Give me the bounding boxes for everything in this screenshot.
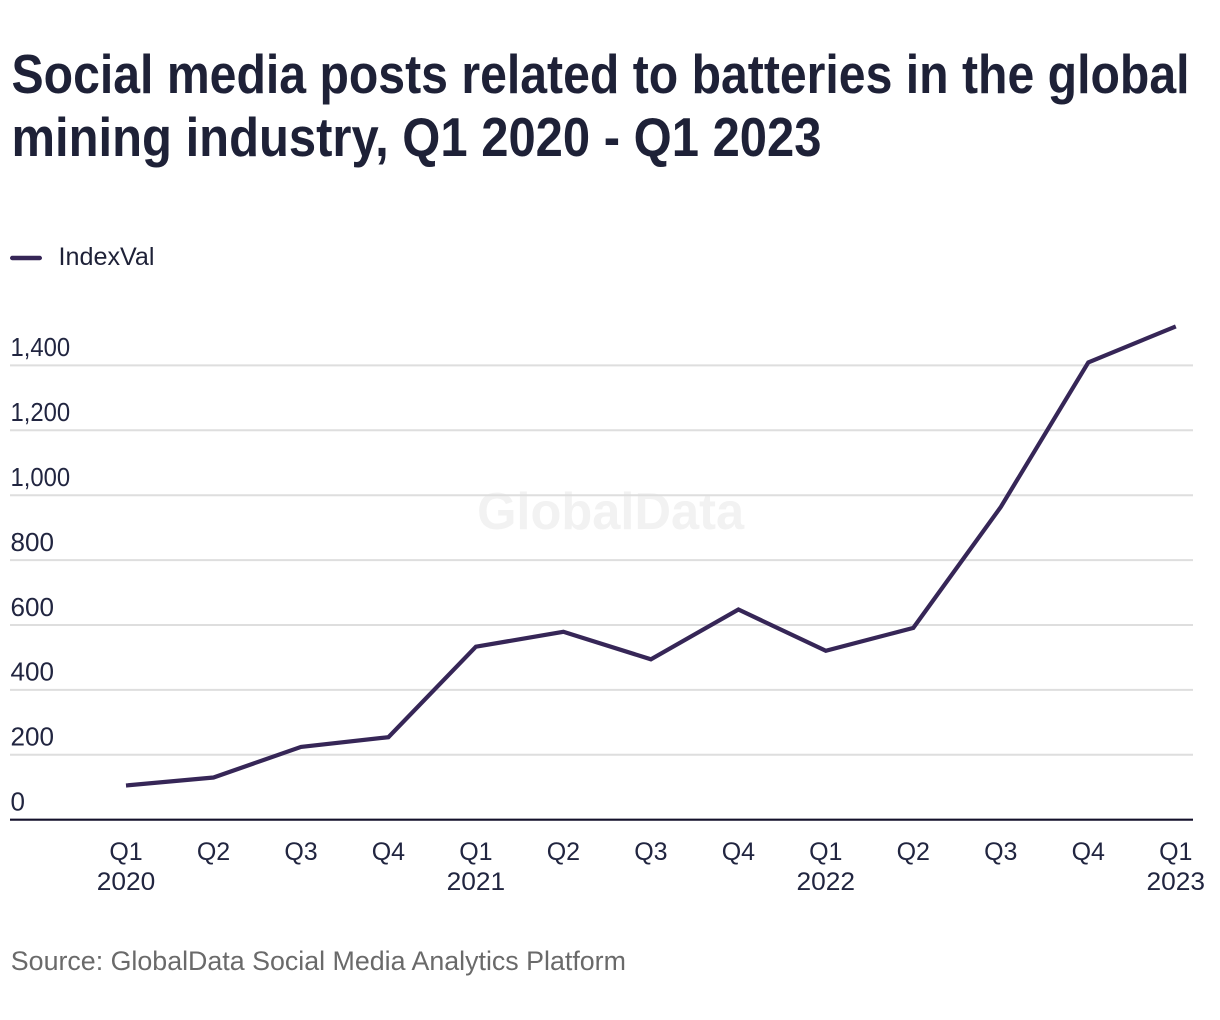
svg-text:Q3: Q3 <box>284 838 317 866</box>
svg-text:mining industry, Q1 2020 - Q1: mining industry, Q1 2020 - Q1 2023 <box>12 106 822 168</box>
svg-text:Source: GlobalData Social Medi: Source: GlobalData Social Media Analytic… <box>11 946 626 976</box>
svg-text:1,000: 1,000 <box>11 462 71 492</box>
svg-text:2021: 2021 <box>447 868 506 896</box>
svg-text:Q1: Q1 <box>109 838 142 866</box>
svg-text:Q4: Q4 <box>372 838 405 866</box>
svg-text:Q4: Q4 <box>1072 838 1105 866</box>
svg-text:Q1: Q1 <box>1159 838 1192 866</box>
svg-text:Q4: Q4 <box>722 838 755 866</box>
svg-text:Q3: Q3 <box>634 838 667 866</box>
svg-text:Q1: Q1 <box>459 838 492 866</box>
svg-text:2020: 2020 <box>97 868 156 896</box>
svg-text:600: 600 <box>11 592 55 622</box>
svg-text:0: 0 <box>11 787 25 817</box>
svg-text:Q2: Q2 <box>547 838 580 866</box>
svg-text:400: 400 <box>11 657 55 687</box>
svg-text:2023: 2023 <box>1147 868 1206 896</box>
svg-text:GlobalData: GlobalData <box>477 482 745 540</box>
svg-text:800: 800 <box>11 527 55 557</box>
svg-text:IndexVal: IndexVal <box>59 243 155 271</box>
svg-text:Social media posts related to: Social media posts related to batteries … <box>12 43 1190 105</box>
svg-text:1,200: 1,200 <box>11 397 71 427</box>
svg-text:200: 200 <box>11 722 55 752</box>
svg-text:Q2: Q2 <box>897 838 930 866</box>
svg-text:Q3: Q3 <box>984 838 1017 866</box>
svg-text:1,400: 1,400 <box>11 332 71 362</box>
svg-text:Q1: Q1 <box>809 838 842 866</box>
svg-text:Q2: Q2 <box>197 838 230 866</box>
svg-text:2022: 2022 <box>797 868 856 896</box>
